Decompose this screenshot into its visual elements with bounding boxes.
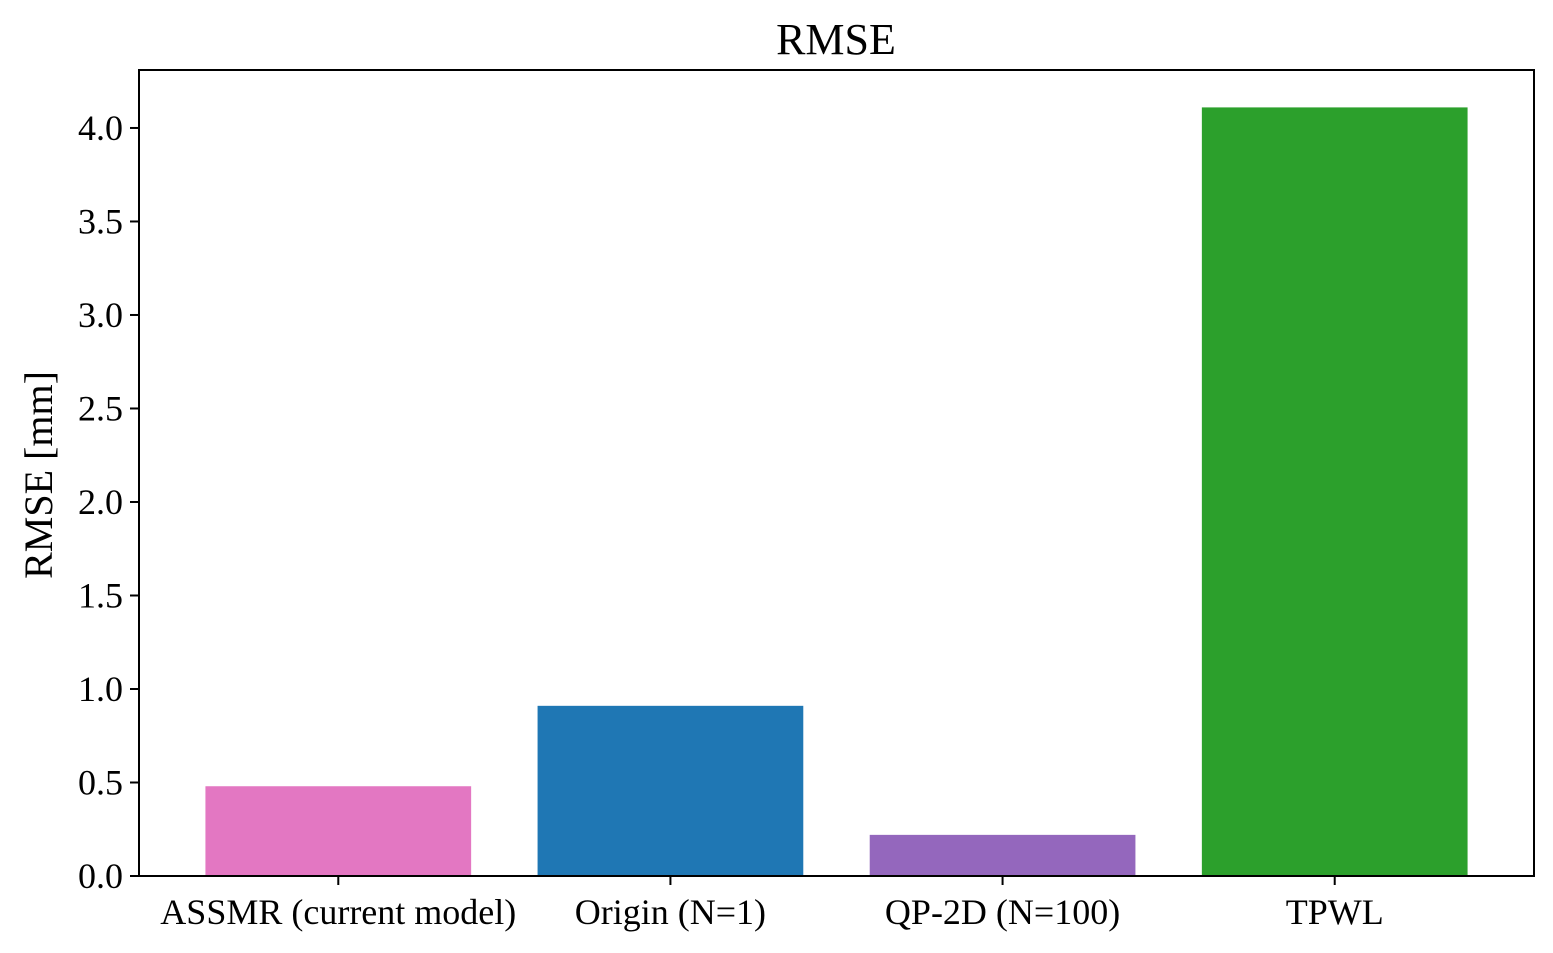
y-tick-label-4: 2.0 <box>78 482 123 522</box>
y-tick-label-8: 4.0 <box>78 108 123 148</box>
bar-0 <box>205 786 472 876</box>
bars-group <box>205 107 1468 877</box>
y-tick-label-0: 0.0 <box>78 856 123 896</box>
x-tick-label-0: ASSMR (current model) <box>160 892 516 932</box>
plot-frame <box>138 69 1535 877</box>
x-ticks-group: ASSMR (current model) Origin (N=1) QP-2D (… <box>160 876 1384 932</box>
bar-2 <box>869 834 1136 876</box>
bar-1 <box>537 705 804 876</box>
x-tick-label-1: Origin (N=1) <box>575 892 766 932</box>
x-tick-label-2: QP-2D (N=100) <box>885 892 1120 932</box>
y-tick-label-5: 2.5 <box>78 388 123 428</box>
y-ticks-group: 0.0 0.5 1.0 1.5 2.0 2.5 3.0 3.5 4.0 <box>78 108 139 896</box>
y-tick-label-7: 3.5 <box>78 201 123 241</box>
y-axis-label: RMSE [mm] <box>16 371 61 579</box>
bar-3 <box>1201 107 1468 877</box>
x-tick-label-3: TPWL <box>1286 892 1384 932</box>
chart-title: RMSE <box>776 15 896 64</box>
y-tick-label-1: 0.5 <box>78 762 123 802</box>
y-tick-label-6: 3.0 <box>78 295 123 335</box>
y-tick-label-3: 1.5 <box>78 575 123 615</box>
y-tick-label-2: 1.0 <box>78 669 123 709</box>
